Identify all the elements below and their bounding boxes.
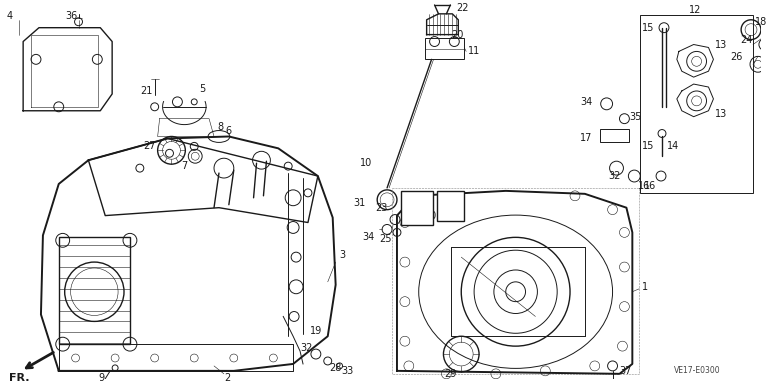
- Text: 26: 26: [730, 52, 743, 62]
- Text: 12: 12: [689, 5, 701, 15]
- Text: 2: 2: [224, 373, 230, 383]
- Bar: [392, 188, 639, 374]
- Text: 37: 37: [620, 366, 632, 376]
- Text: 18: 18: [755, 17, 767, 27]
- Text: 6: 6: [225, 126, 231, 136]
- Text: 15: 15: [642, 23, 654, 33]
- Text: 35: 35: [629, 112, 642, 122]
- Text: 9: 9: [98, 373, 104, 383]
- Text: 27: 27: [143, 141, 155, 151]
- Text: 10: 10: [360, 158, 372, 168]
- Text: 19: 19: [310, 326, 323, 336]
- Text: 7: 7: [181, 161, 187, 171]
- Text: 30: 30: [425, 211, 437, 221]
- Text: 34: 34: [581, 97, 593, 107]
- Text: 21: 21: [140, 86, 152, 96]
- Text: 17: 17: [581, 133, 593, 144]
- Text: FR.: FR.: [9, 373, 30, 383]
- Text: 32: 32: [300, 343, 313, 353]
- Text: 3: 3: [339, 250, 346, 260]
- Text: 24: 24: [740, 34, 753, 44]
- Text: 8: 8: [217, 121, 223, 132]
- Text: 4: 4: [6, 11, 12, 21]
- Text: 13: 13: [716, 109, 727, 119]
- Text: 13: 13: [716, 39, 727, 49]
- Text: 23: 23: [376, 203, 388, 213]
- Text: 16: 16: [638, 181, 650, 191]
- Text: 22: 22: [456, 3, 468, 13]
- Text: 28: 28: [329, 363, 342, 373]
- Text: 20: 20: [452, 29, 464, 39]
- Bar: [401, 191, 432, 226]
- Text: VE17-E0300: VE17-E0300: [674, 367, 720, 375]
- Bar: [436, 191, 464, 221]
- Text: 36: 36: [66, 11, 78, 21]
- Bar: [425, 38, 464, 59]
- Text: 29: 29: [445, 369, 457, 379]
- Text: 16: 16: [644, 181, 657, 191]
- Text: 31: 31: [353, 198, 366, 208]
- Bar: [600, 129, 629, 142]
- Text: 15: 15: [642, 141, 654, 151]
- Text: 1: 1: [642, 282, 648, 292]
- Text: 34: 34: [362, 232, 375, 242]
- Bar: [58, 237, 130, 344]
- Text: 32: 32: [608, 171, 621, 181]
- Bar: [641, 15, 753, 193]
- Text: 11: 11: [468, 46, 481, 56]
- Text: 25: 25: [379, 234, 392, 244]
- Text: 14: 14: [667, 141, 679, 151]
- Text: 33: 33: [342, 366, 354, 376]
- Text: 5: 5: [199, 84, 205, 94]
